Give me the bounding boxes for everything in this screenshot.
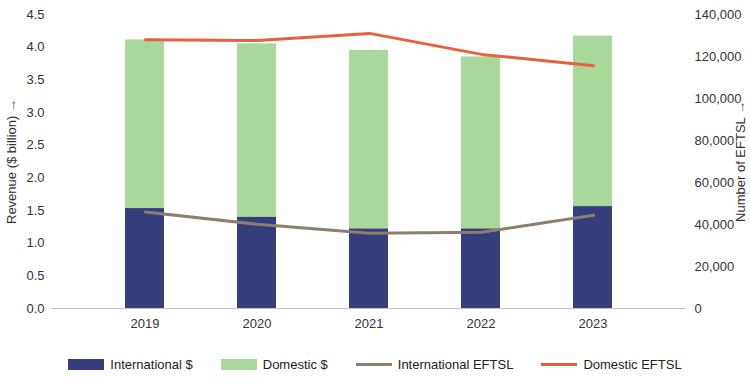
svg-text:20,000: 20,000 bbox=[695, 259, 735, 274]
svg-text:3.0: 3.0 bbox=[26, 105, 44, 120]
svg-text:2.0: 2.0 bbox=[26, 170, 44, 185]
svg-text:3.5: 3.5 bbox=[26, 72, 44, 87]
svg-text:80,000: 80,000 bbox=[695, 133, 735, 148]
svg-text:4.0: 4.0 bbox=[26, 39, 44, 54]
svg-text:2020: 2020 bbox=[243, 316, 272, 331]
html-text:Domestic EFTSL: Domestic EFTSL bbox=[583, 356, 682, 372]
svg-text:2023: 2023 bbox=[579, 316, 608, 331]
svg-text:0.0: 0.0 bbox=[26, 301, 44, 316]
svg-text:4.5: 4.5 bbox=[26, 7, 44, 22]
svg-text:140,000: 140,000 bbox=[695, 7, 742, 22]
svg-text:2022: 2022 bbox=[467, 316, 496, 331]
html-text:Domestic $: Domestic $ bbox=[262, 356, 328, 372]
svg-text:2.5: 2.5 bbox=[26, 137, 44, 152]
svg-text:120,000: 120,000 bbox=[695, 49, 742, 64]
html-text:International $: International $ bbox=[110, 356, 193, 372]
svg-text:2019: 2019 bbox=[131, 316, 160, 331]
svg-text:0.5: 0.5 bbox=[26, 268, 44, 283]
svg-text:40,000: 40,000 bbox=[695, 217, 735, 232]
svg-text:60,000: 60,000 bbox=[695, 175, 735, 190]
svg-text:1.0: 1.0 bbox=[26, 235, 44, 250]
svg-text:1.5: 1.5 bbox=[26, 203, 44, 218]
svg-text:2021: 2021 bbox=[355, 316, 384, 331]
html-text:International EFTSL: International EFTSL bbox=[397, 356, 514, 372]
svg-text:Revenue ($ billion) →: Revenue ($ billion) → bbox=[4, 99, 19, 224]
svg-text:Number of EFTSL →: Number of EFTSL → bbox=[733, 101, 748, 222]
svg-text:0: 0 bbox=[695, 301, 702, 316]
svg-text:100,000: 100,000 bbox=[694, 90, 742, 106]
